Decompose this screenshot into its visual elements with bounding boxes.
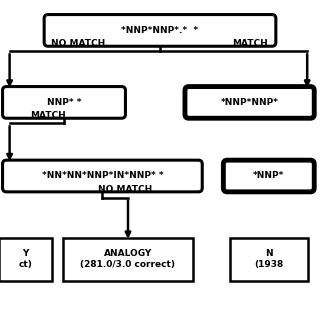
FancyBboxPatch shape xyxy=(3,86,125,118)
FancyBboxPatch shape xyxy=(3,160,202,192)
Text: MATCH: MATCH xyxy=(232,39,268,48)
Text: *NNP*: *NNP* xyxy=(253,172,284,180)
FancyBboxPatch shape xyxy=(230,238,308,281)
FancyBboxPatch shape xyxy=(44,14,276,46)
FancyBboxPatch shape xyxy=(223,160,314,192)
FancyBboxPatch shape xyxy=(185,86,314,118)
Text: ANALOGY
(281.0/3.0 correct): ANALOGY (281.0/3.0 correct) xyxy=(81,249,175,269)
Text: N
(1938: N (1938 xyxy=(254,249,284,269)
Text: MATCH: MATCH xyxy=(30,111,66,121)
FancyBboxPatch shape xyxy=(63,238,193,281)
Text: NNP* *: NNP* * xyxy=(47,98,81,107)
Text: *NN*NN*NNP*IN*NNP* *: *NN*NN*NNP*IN*NNP* * xyxy=(42,172,163,180)
Text: *NNP*NNP*.*  *: *NNP*NNP*.* * xyxy=(121,26,199,35)
Text: Y
ct): Y ct) xyxy=(19,249,33,269)
Text: NO MATCH: NO MATCH xyxy=(98,185,152,194)
Text: *NNP*NNP*: *NNP*NNP* xyxy=(220,98,279,107)
Text: NO MATCH: NO MATCH xyxy=(51,39,106,48)
FancyBboxPatch shape xyxy=(0,238,52,281)
